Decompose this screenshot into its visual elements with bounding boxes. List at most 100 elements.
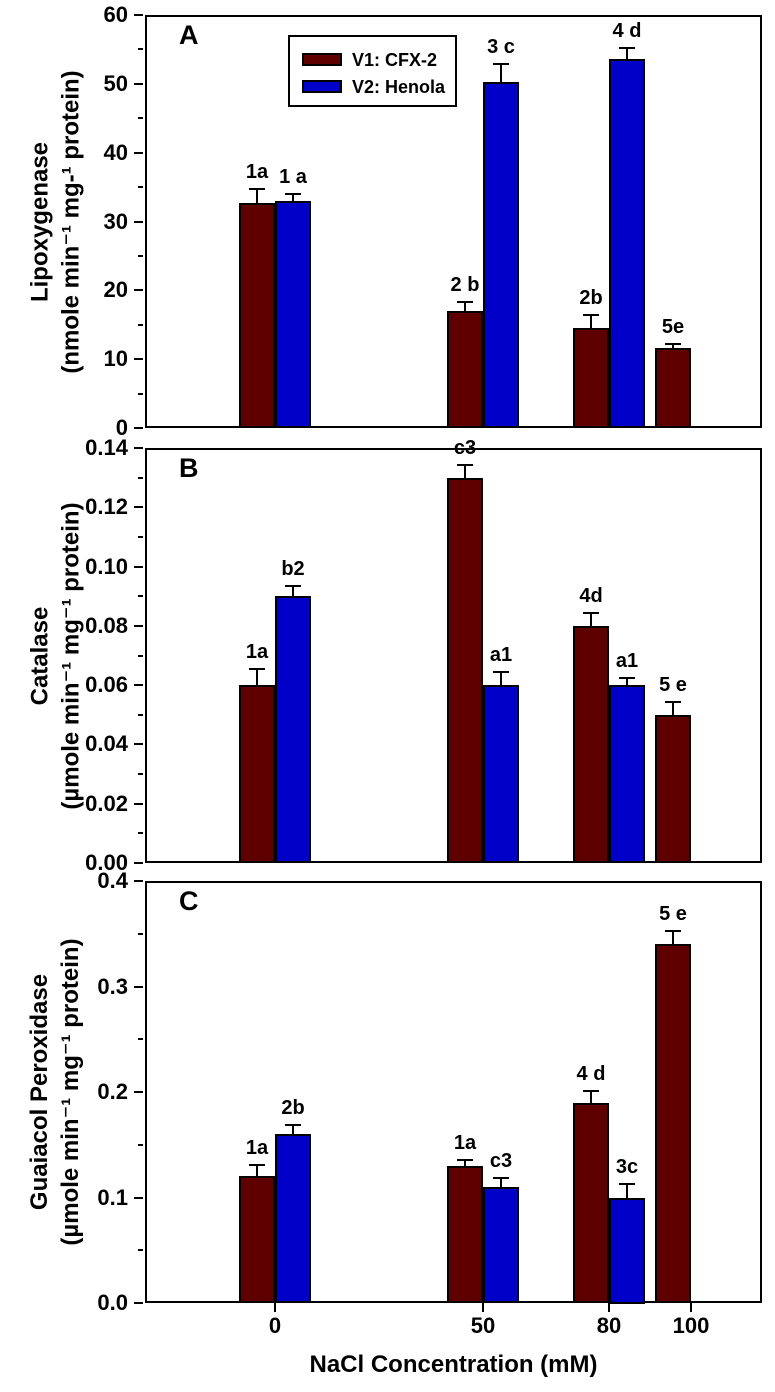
y-minor-tick [138,477,143,479]
error-bar-cap [493,1177,509,1179]
y-minor-tick [138,933,143,935]
y-tick-label: 50 [103,71,128,96]
y-major-tick [134,289,143,291]
legend-label: V1: CFX-2 [352,49,438,70]
legend-label: V2: Henola [352,76,446,97]
error-bar-cap [583,314,599,316]
y-axis-title-line1: Catalase [26,606,54,706]
y-tick-label: 0.10 [85,554,128,579]
y-axis-title-line2: (µmole min⁻¹ mg⁻¹ protein) [57,938,84,1246]
y-major-tick [134,803,143,805]
bar-v2-group0-panelB [275,596,311,863]
y-major-tick [134,506,143,508]
bar-label: 1a [245,1137,269,1159]
error-bar-cap [285,1124,301,1126]
error-bar-cap [665,701,681,703]
y-tick-label: 0.04 [85,731,128,756]
error-bar-stem [672,932,674,945]
error-bar-cap [249,188,265,190]
y-major-tick [134,1197,143,1199]
bar-v1-group3-panelC [655,944,691,1303]
bar-v1-group0-panelA [239,203,275,428]
error-bar-cap [285,193,301,195]
bar-label: 4d [579,585,603,607]
error-bar-stem [590,614,592,626]
error-bar-stem [626,679,628,685]
bar-label: 1a [245,161,269,183]
error-bar-cap [457,301,473,303]
y-minor-tick [138,595,143,597]
bar-label: 5e [661,316,685,338]
y-axis-title-line2: (nmole min⁻¹ mg-¹ protein) [57,70,85,374]
x-tick [608,1303,610,1312]
y-major-tick [134,14,143,16]
bar-v2-group0-panelC [275,1134,311,1303]
y-minor-tick [138,255,143,257]
bar-v1-group1-panelC [447,1166,483,1303]
x-tick-label: 100 [672,1313,710,1338]
error-bar-stem [464,303,466,311]
bar-v1-group3-panelB [655,715,691,863]
error-bar-cap [583,612,599,614]
bar-label: 5 e [659,903,687,925]
bar-label: 2b [281,1097,305,1119]
bar-v1-group2-panelC [573,1103,609,1303]
bar-label: 3 c [487,36,515,58]
y-major-tick [134,221,143,223]
y-tick-label: 0.12 [85,494,128,519]
bar-label: 1a [245,641,269,663]
bar-label: 1 a [279,166,307,188]
y-major-tick [134,625,143,627]
error-bar-stem [626,49,628,59]
error-bar-cap [457,1159,473,1161]
y-minor-tick [138,1249,143,1251]
y-tick-label: 0.0 [97,1290,128,1315]
bar-v2-group1-panelA [483,82,519,428]
y-major-tick [134,152,143,154]
legend-swatch-v1 [302,53,342,66]
bar-v2-group2-panelA [609,59,645,428]
y-axis-title-line2: (µmole min⁻¹ mg⁻¹ protein) [57,502,85,810]
bar-label: 3c [615,1156,639,1178]
bar-label: 1a [453,1132,477,1154]
error-bar-cap [583,1090,599,1092]
bar-label: 4 d [576,1063,606,1085]
bar-label: c3 [453,437,477,459]
y-tick-label: 0 [115,415,128,440]
error-bar-cap [665,930,681,932]
y-major-tick [134,566,143,568]
y-tick-label: 0.2 [97,1079,128,1104]
error-bar-stem [464,1161,466,1166]
x-tick [690,1303,692,1312]
legend-item-v2: V2: Henola [302,73,455,100]
error-bar-stem [256,670,258,685]
bar-label: 2b [579,287,603,309]
y-minor-tick [138,832,143,834]
y-minor-tick [138,48,143,50]
y-minor-tick [138,186,143,188]
error-bar-stem [256,190,258,203]
y-tick-label: 10 [103,346,128,371]
y-major-tick [134,447,143,449]
bar-v1-group2-panelA [573,328,609,428]
y-axis-title-line1: Guaiacol Peroxidase [26,973,53,1211]
x-tick-label: 0 [268,1313,282,1338]
error-bar-cap [493,63,509,65]
y-tick-label: 60 [103,2,128,27]
x-tick-label: 50 [470,1313,496,1338]
y-tick-label: 30 [103,209,128,234]
error-bar-cap [493,671,509,673]
bar-label: 2 b [450,274,480,296]
error-bar-cap [619,47,635,49]
y-tick-label: 0.1 [97,1185,128,1210]
y-minor-tick [138,655,143,657]
y-major-tick [134,684,143,686]
panel-letter-B: B [179,453,199,483]
error-bar-cap [619,677,635,679]
legend-item-v1: V1: CFX-2 [302,46,455,73]
y-minor-tick [138,117,143,119]
bar-v2-group0-panelA [275,201,311,428]
error-bar-cap [285,585,301,587]
bar-v1-group0-panelC [239,1176,275,1303]
bar-label: a1 [489,644,513,666]
